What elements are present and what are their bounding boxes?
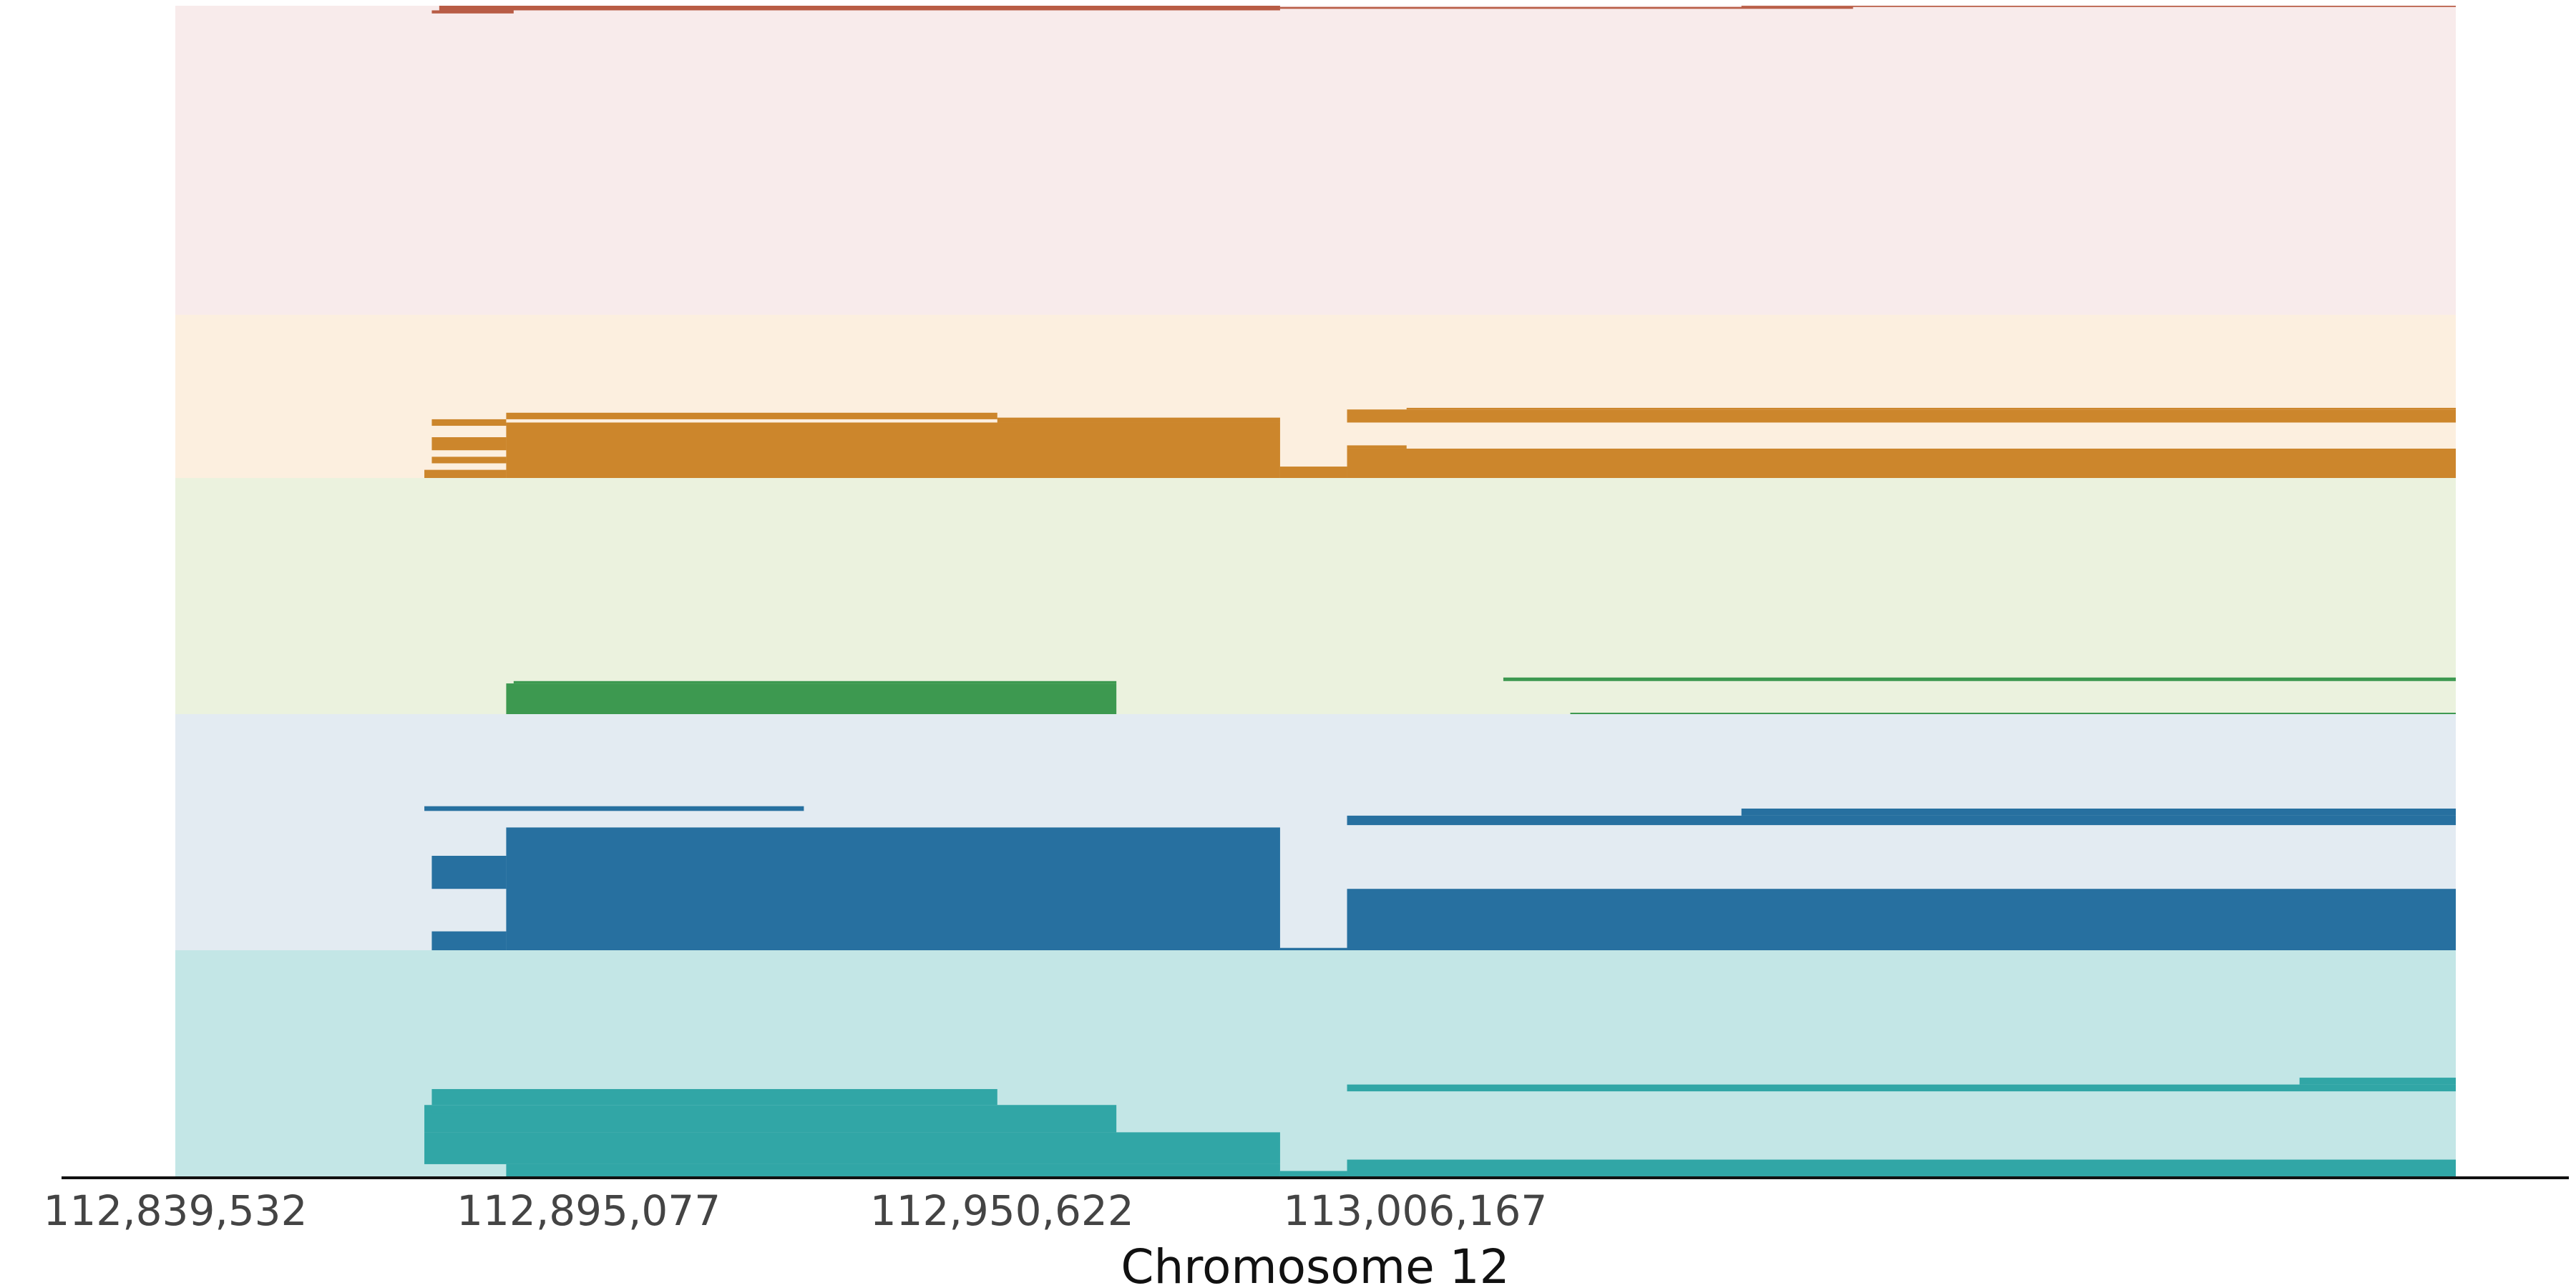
- track-2-read-8: [1279, 467, 1347, 478]
- track-1-read-1: [439, 6, 1280, 11]
- x-tick-label-1: 112,839,532: [44, 1186, 308, 1235]
- track-3-read-4: [1570, 713, 2456, 714]
- track-1-read-2: [431, 10, 514, 14]
- track-5-read-2: [424, 1132, 1280, 1164]
- track-5-read-1: [506, 1163, 1280, 1178]
- track-5-read-6: [1279, 1171, 1347, 1178]
- track-1-background: [175, 6, 2456, 315]
- track-1-read-4: [1741, 6, 2456, 7]
- track-4-read-7: [1347, 815, 2456, 826]
- track-5-read-4: [431, 1088, 997, 1106]
- track-4-read-2: [431, 931, 507, 950]
- track-3-read-3: [1503, 677, 2456, 681]
- track-5-read-9: [2299, 1078, 2456, 1085]
- track-2-read-1: [506, 422, 1280, 478]
- x-axis-ticks: 112,839,532 112,895,077 112,950,622 113,006…: [44, 1186, 1548, 1235]
- track-2-read-10: [1347, 445, 1407, 449]
- track-2-read-3: [431, 457, 507, 464]
- track-2-read-5: [431, 419, 507, 426]
- track-5-read-8: [1347, 1084, 2456, 1092]
- track-4-read-8: [1741, 809, 2456, 816]
- track-2-read-7: [997, 417, 1280, 423]
- track-2-read-11: [1347, 409, 2456, 423]
- track-4-read-3: [431, 856, 507, 889]
- track-5-read-7: [1347, 1159, 2456, 1178]
- track-area: [175, 6, 2456, 1178]
- track-3-read-1: [506, 683, 1117, 714]
- track-2-read-4: [431, 437, 507, 451]
- track-4-read-6: [1347, 889, 2456, 950]
- track-2-read-6: [506, 412, 997, 419]
- track-4-read-4: [424, 806, 804, 811]
- track-2-read-9: [1347, 448, 2456, 478]
- track-5-read-3: [424, 1105, 1117, 1133]
- track-3-read-2: [513, 680, 1117, 684]
- track-1-read-3: [1279, 6, 1853, 9]
- track-5-read-5: [431, 1109, 507, 1114]
- track-2-read-2: [424, 469, 507, 478]
- x-tick-label-2: 112,895,077: [457, 1186, 721, 1235]
- track-4-read-5: [1279, 947, 1347, 950]
- track-3-background: [175, 478, 2456, 714]
- track-4-read-1: [506, 827, 1280, 950]
- x-tick-label-3: 112,950,622: [870, 1186, 1134, 1235]
- track-2-read-12: [1406, 407, 2456, 410]
- x-tick-label-4: 113,006,167: [1283, 1186, 1547, 1235]
- x-axis-label: Chromosome 12: [1121, 1239, 1509, 1288]
